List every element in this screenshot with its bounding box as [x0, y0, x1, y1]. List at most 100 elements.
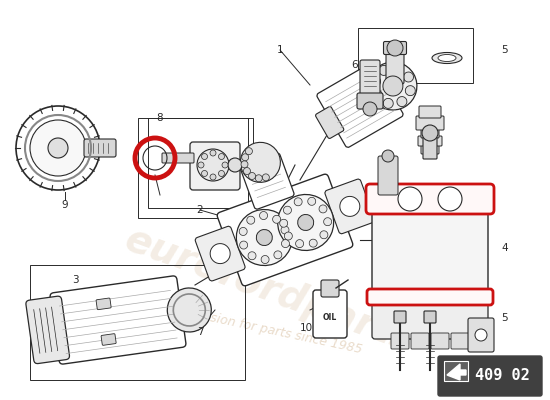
- Text: eurofordparts: eurofordparts: [120, 220, 420, 360]
- Circle shape: [295, 240, 304, 248]
- FancyBboxPatch shape: [217, 174, 353, 286]
- FancyBboxPatch shape: [366, 184, 494, 214]
- FancyBboxPatch shape: [444, 361, 468, 381]
- Text: OIL: OIL: [323, 314, 337, 322]
- Circle shape: [210, 244, 230, 264]
- FancyBboxPatch shape: [372, 200, 488, 301]
- Circle shape: [262, 174, 270, 181]
- Circle shape: [198, 162, 204, 168]
- Text: 9: 9: [62, 200, 68, 210]
- FancyBboxPatch shape: [190, 142, 240, 190]
- Text: 409 02: 409 02: [475, 368, 529, 384]
- Circle shape: [340, 196, 360, 216]
- FancyBboxPatch shape: [360, 60, 380, 99]
- FancyBboxPatch shape: [26, 296, 69, 364]
- Circle shape: [167, 288, 211, 332]
- FancyBboxPatch shape: [386, 48, 404, 84]
- Bar: [148, 118, 248, 208]
- Circle shape: [210, 174, 216, 180]
- FancyBboxPatch shape: [378, 156, 398, 195]
- Circle shape: [48, 138, 68, 158]
- Circle shape: [371, 76, 381, 86]
- Circle shape: [323, 218, 332, 226]
- Circle shape: [247, 216, 255, 224]
- Circle shape: [284, 232, 293, 240]
- FancyBboxPatch shape: [419, 106, 441, 118]
- Circle shape: [282, 240, 289, 248]
- Circle shape: [383, 98, 393, 108]
- Circle shape: [218, 170, 224, 176]
- Circle shape: [298, 214, 313, 230]
- Text: 8: 8: [157, 113, 163, 123]
- Circle shape: [218, 154, 224, 160]
- Text: 5: 5: [502, 45, 508, 55]
- Circle shape: [422, 125, 438, 141]
- Text: 1: 1: [277, 45, 283, 55]
- FancyBboxPatch shape: [162, 153, 194, 163]
- FancyBboxPatch shape: [367, 289, 493, 305]
- Circle shape: [256, 230, 272, 246]
- FancyBboxPatch shape: [313, 290, 347, 338]
- Text: 3: 3: [72, 275, 78, 285]
- Circle shape: [405, 86, 415, 96]
- Bar: [358, 28, 473, 83]
- FancyBboxPatch shape: [394, 311, 406, 323]
- Circle shape: [404, 72, 414, 82]
- Circle shape: [283, 206, 292, 214]
- Circle shape: [241, 154, 249, 161]
- Circle shape: [245, 148, 252, 155]
- Circle shape: [369, 62, 417, 110]
- Circle shape: [249, 172, 256, 180]
- Circle shape: [30, 120, 86, 176]
- Circle shape: [197, 149, 229, 181]
- Text: 7: 7: [197, 327, 204, 337]
- Circle shape: [240, 241, 248, 249]
- Circle shape: [294, 198, 302, 206]
- Circle shape: [273, 215, 280, 223]
- Circle shape: [308, 197, 316, 205]
- Circle shape: [244, 168, 250, 174]
- Circle shape: [16, 106, 100, 190]
- Circle shape: [393, 64, 403, 74]
- Circle shape: [240, 142, 280, 182]
- Circle shape: [320, 231, 328, 239]
- FancyBboxPatch shape: [391, 333, 409, 349]
- FancyBboxPatch shape: [423, 137, 437, 159]
- Circle shape: [372, 90, 382, 100]
- FancyBboxPatch shape: [357, 93, 383, 109]
- Circle shape: [438, 187, 462, 211]
- Circle shape: [260, 212, 267, 220]
- FancyBboxPatch shape: [84, 139, 116, 157]
- FancyBboxPatch shape: [317, 63, 403, 147]
- Circle shape: [387, 40, 403, 56]
- Text: a passion for parts since 1985: a passion for parts since 1985: [177, 304, 364, 356]
- Circle shape: [382, 150, 394, 162]
- Circle shape: [210, 150, 216, 156]
- FancyBboxPatch shape: [421, 144, 439, 154]
- FancyBboxPatch shape: [418, 136, 442, 146]
- FancyBboxPatch shape: [421, 128, 439, 138]
- Text: 6: 6: [351, 60, 358, 70]
- Circle shape: [201, 170, 207, 176]
- FancyBboxPatch shape: [416, 116, 444, 130]
- Text: 2: 2: [197, 205, 204, 215]
- Circle shape: [319, 205, 327, 213]
- Ellipse shape: [432, 52, 462, 64]
- FancyBboxPatch shape: [240, 153, 294, 209]
- Circle shape: [201, 154, 207, 160]
- Circle shape: [281, 226, 289, 234]
- Circle shape: [397, 96, 407, 106]
- Bar: [30, 265, 245, 380]
- FancyBboxPatch shape: [438, 356, 542, 396]
- FancyBboxPatch shape: [451, 333, 469, 349]
- Circle shape: [255, 175, 262, 182]
- Bar: [138, 118, 253, 218]
- FancyBboxPatch shape: [431, 333, 449, 349]
- FancyBboxPatch shape: [96, 298, 111, 310]
- Circle shape: [248, 252, 256, 260]
- FancyBboxPatch shape: [424, 311, 436, 323]
- Circle shape: [222, 162, 228, 168]
- FancyBboxPatch shape: [411, 333, 429, 349]
- FancyBboxPatch shape: [372, 295, 488, 339]
- Circle shape: [278, 194, 334, 250]
